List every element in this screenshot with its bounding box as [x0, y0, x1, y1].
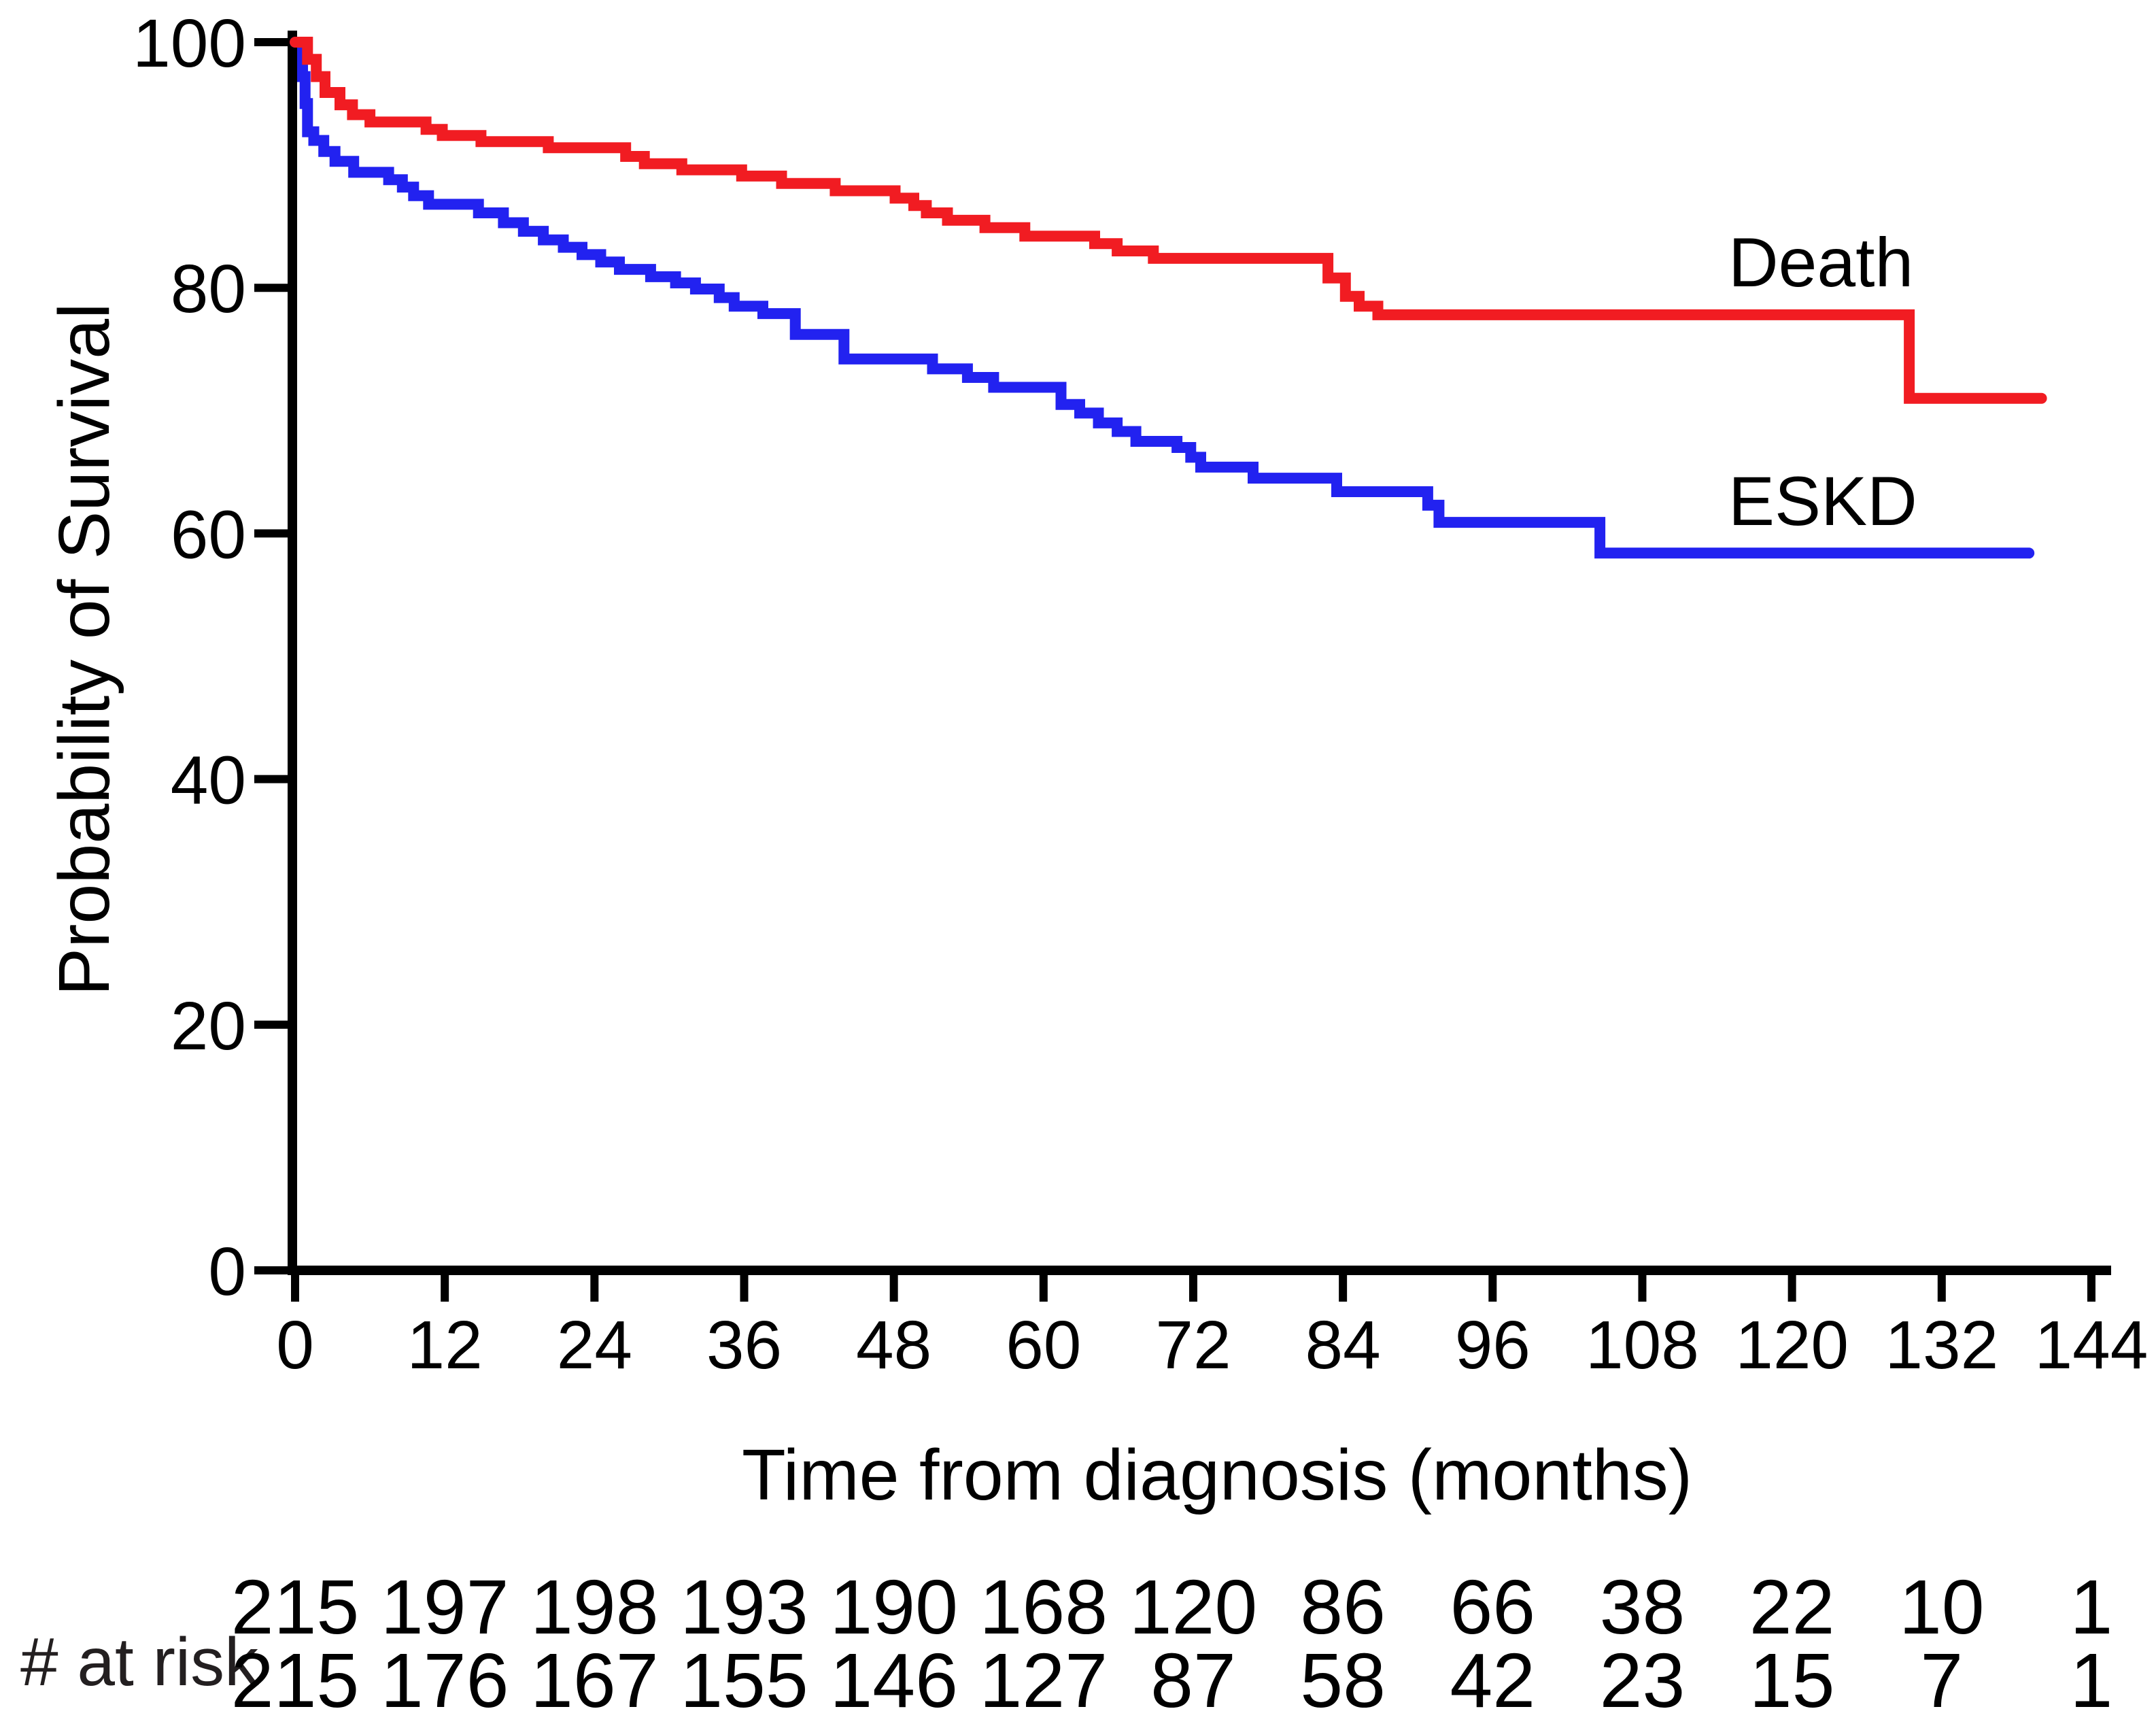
x-tick-label-84: 84	[1305, 1307, 1381, 1383]
risk-table-caption: # at risk	[20, 1624, 259, 1700]
x-tick-label-0: 0	[276, 1307, 314, 1383]
x-tick-label-60: 60	[1006, 1307, 1081, 1383]
risk-value-death-144: 1	[2070, 1564, 2113, 1650]
eskd-curve-label: ESKD	[1728, 462, 1917, 540]
death-curve-label: Death	[1728, 224, 1913, 301]
risk-value-eskd-60: 127	[980, 1638, 1108, 1709]
y-tick-label-40: 40	[171, 743, 246, 819]
risk-value-death-96: 66	[1450, 1564, 1535, 1650]
risk-value-eskd-48: 146	[829, 1638, 958, 1709]
risk-value-eskd-96: 42	[1450, 1638, 1535, 1709]
risk-value-death-24: 198	[530, 1564, 659, 1650]
y-tick-label-80: 80	[171, 251, 246, 327]
risk-value-death-108: 38	[1600, 1564, 1686, 1650]
risk-value-death-84: 86	[1300, 1564, 1386, 1650]
risk-value-death-72: 120	[1129, 1564, 1258, 1650]
risk-value-eskd-36: 155	[680, 1638, 808, 1709]
risk-value-death-60: 168	[980, 1564, 1108, 1650]
y-tick-label-0: 0	[208, 1234, 246, 1310]
x-tick-label-108: 108	[1586, 1307, 1699, 1383]
risk-row-death: 215 197 198 193 190 168 120 86 66 38 22 10 1	[231, 1564, 2113, 1650]
risk-value-death-48: 190	[829, 1564, 958, 1650]
risk-value-death-0: 215	[231, 1564, 360, 1650]
x-axis-title: Time from diagnosis (months)	[742, 1435, 1692, 1515]
x-tick-label-72: 72	[1155, 1307, 1231, 1383]
x-tick-label-144: 144	[2035, 1307, 2149, 1383]
eskd-curve	[290, 37, 2035, 559]
y-axis-title: Probability of Survival	[44, 303, 124, 996]
death-curve	[290, 37, 2047, 404]
risk-value-eskd-0: 215	[231, 1638, 360, 1709]
risk-value-eskd-144: 1	[2070, 1638, 2113, 1709]
risk-value-death-120: 22	[1749, 1564, 1835, 1650]
x-tick-label-24: 24	[557, 1307, 632, 1383]
y-tick-label-60: 60	[171, 496, 246, 573]
y-axis-ticks	[254, 38, 292, 1274]
risk-value-eskd-12: 176	[381, 1638, 509, 1709]
x-tick-label-36: 36	[706, 1307, 782, 1383]
risk-value-eskd-132: 7	[1920, 1638, 1963, 1709]
x-axis-ticks	[291, 1270, 2095, 1302]
y-tick-label-20: 20	[171, 988, 246, 1064]
risk-value-death-12: 197	[381, 1564, 509, 1650]
risk-row-eskd: 215 176 167 155 146 127 87 58 42 23 15 7 1	[231, 1638, 2113, 1709]
x-tick-label-132: 132	[1885, 1307, 1998, 1383]
risk-value-eskd-24: 167	[530, 1638, 659, 1709]
risk-value-death-36: 193	[680, 1564, 808, 1650]
x-tick-label-12: 12	[407, 1307, 483, 1383]
risk-value-death-132: 10	[1899, 1564, 1985, 1650]
risk-value-eskd-108: 23	[1600, 1638, 1686, 1709]
x-tick-label-96: 96	[1455, 1307, 1530, 1383]
x-axis-tick-labels: 0 12 24 36 48 60 72 84 96 108 120 132 144	[276, 1307, 2148, 1383]
x-tick-label-48: 48	[856, 1307, 931, 1383]
risk-value-eskd-72: 87	[1150, 1638, 1236, 1709]
risk-value-eskd-120: 15	[1749, 1638, 1835, 1709]
x-tick-label-120: 120	[1735, 1307, 1849, 1383]
y-tick-label-100: 100	[133, 5, 246, 82]
risk-value-eskd-84: 58	[1300, 1638, 1386, 1709]
y-axis-tick-labels: 0 20 40 60 80 100	[133, 5, 246, 1310]
